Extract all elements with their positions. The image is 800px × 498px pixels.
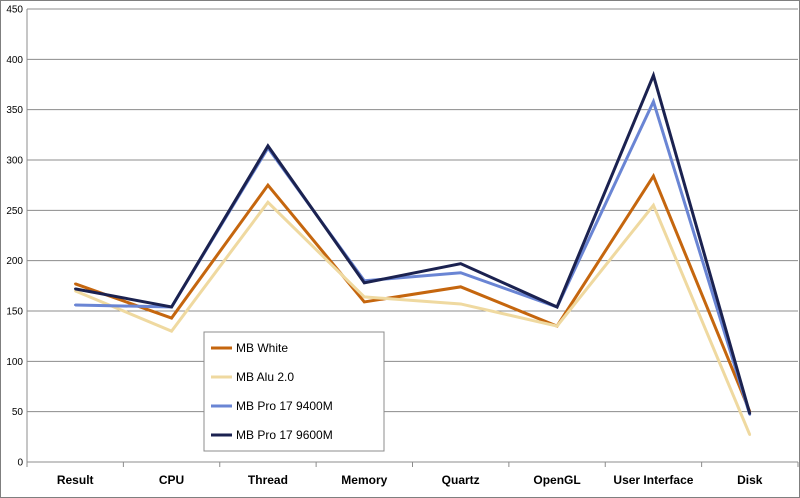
data-point	[73, 282, 77, 286]
series-line-1	[74, 200, 752, 436]
data-point	[652, 204, 655, 207]
data-point	[459, 262, 462, 265]
legend-label: MB Pro 17 9400M	[236, 399, 333, 413]
series-line-0	[74, 172, 752, 413]
data-point	[363, 281, 366, 285]
data-point	[170, 305, 173, 309]
legend-label: MB Alu 2.0	[236, 370, 294, 384]
x-tick-label: Result	[57, 473, 94, 487]
data-point	[266, 201, 270, 204]
data-point	[748, 433, 752, 437]
data-point	[555, 324, 559, 328]
data-point	[266, 183, 270, 187]
y-tick-label: 250	[6, 206, 23, 217]
series-lines	[73, 70, 752, 437]
data-point	[459, 302, 462, 306]
data-point	[363, 295, 366, 299]
x-tick-label: CPU	[159, 473, 184, 487]
y-tick-label: 450	[6, 5, 23, 16]
data-point	[652, 100, 655, 103]
y-tick-label: 50	[12, 407, 24, 418]
y-tick-label: 100	[6, 357, 23, 368]
data-point	[555, 305, 559, 309]
x-tick-label: User Interface	[613, 473, 693, 487]
data-point	[73, 303, 77, 307]
data-point	[73, 287, 77, 291]
data-point	[652, 74, 655, 77]
y-axis-ticks: 0 50 100 150 200 250 300 350 400 450	[6, 5, 23, 469]
y-tick-label: 0	[17, 458, 23, 469]
legend-box	[203, 331, 385, 452]
y-tick-label: 150	[6, 307, 23, 318]
legend-label: MB White	[236, 341, 288, 355]
data-point	[459, 285, 462, 289]
x-tick-label: Thread	[248, 473, 288, 487]
data-point	[170, 329, 173, 333]
data-point	[652, 174, 655, 178]
y-tick-label: 200	[6, 256, 23, 267]
series-line-3	[74, 70, 752, 415]
x-tick-label: OpenGL	[533, 473, 580, 487]
y-tick-label: 300	[6, 156, 23, 167]
x-tick-label: Disk	[737, 473, 763, 487]
legend: MB White MB Alu 2.0 MB Pro 17 9400M MB Pro …	[203, 331, 385, 452]
x-tick-label: Memory	[341, 473, 387, 487]
data-point	[170, 316, 173, 320]
y-tick-label: 350	[6, 105, 23, 116]
data-point	[459, 271, 462, 274]
data-point	[748, 412, 752, 415]
data-point	[363, 300, 366, 304]
legend-label: MB Pro 17 9600M	[236, 428, 333, 442]
data-point	[266, 144, 270, 148]
gridlines	[26, 8, 799, 467]
series-line-2	[75, 97, 752, 416]
x-axis-ticks: Result CPU Thread Memory Quartz OpenGL User In…	[57, 473, 763, 487]
y-tick-label: 400	[6, 55, 23, 66]
x-tick-label: Quartz	[442, 473, 480, 487]
